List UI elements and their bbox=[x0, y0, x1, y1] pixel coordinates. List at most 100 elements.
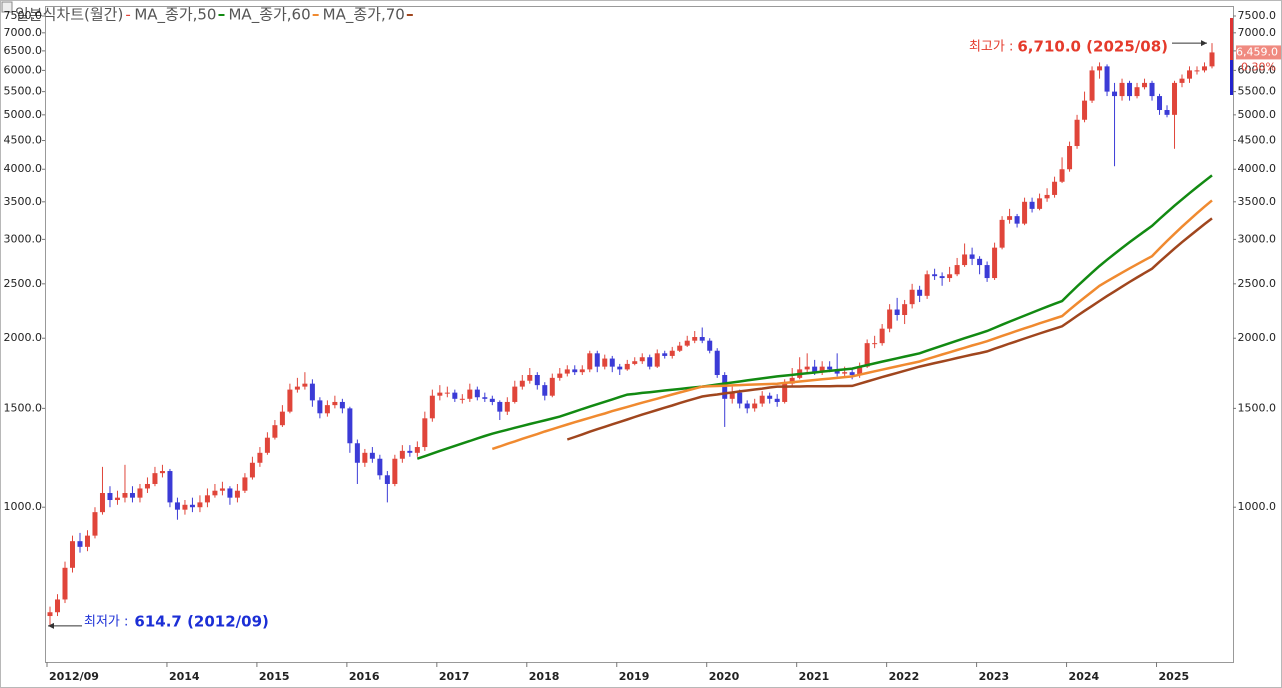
candle-body bbox=[684, 340, 690, 346]
candle-body bbox=[47, 612, 53, 617]
candle-body bbox=[137, 488, 143, 498]
ma-line bbox=[416, 174, 1213, 460]
x-tick-label: 2022 bbox=[889, 670, 920, 683]
candle-body bbox=[204, 495, 210, 503]
candle-body bbox=[54, 599, 60, 613]
candle-body bbox=[174, 502, 180, 510]
legend-swatch bbox=[406, 14, 413, 16]
y-tick-label: 5500.0 bbox=[4, 85, 43, 98]
candle-body bbox=[992, 247, 998, 279]
candle-body bbox=[587, 353, 593, 370]
candle-body bbox=[354, 443, 360, 463]
y-tick-label: 4500.0 bbox=[4, 134, 43, 147]
candle-body bbox=[549, 377, 555, 396]
candle-body bbox=[1029, 201, 1035, 209]
candle-body bbox=[729, 392, 735, 399]
y-tick-label-right: 2000.0 bbox=[1238, 331, 1277, 344]
y-tick-label-right: 7500.0 bbox=[1238, 9, 1277, 22]
price-tag-box bbox=[1236, 45, 1281, 60]
candle-body bbox=[1172, 82, 1178, 115]
y-tick-label: 2500.0 bbox=[4, 277, 43, 290]
x-tick-label: 2024 bbox=[1069, 670, 1100, 683]
candle-body bbox=[714, 350, 720, 376]
plot-area bbox=[45, 6, 1234, 663]
candle-body bbox=[812, 366, 818, 373]
candle-body bbox=[752, 403, 758, 409]
ma-line bbox=[566, 217, 1213, 441]
candle-body bbox=[249, 462, 255, 478]
candle-body bbox=[557, 373, 563, 378]
candle-body bbox=[534, 375, 540, 386]
candle-body bbox=[1187, 70, 1193, 79]
candle-body bbox=[219, 488, 225, 491]
candle-body bbox=[92, 512, 98, 536]
candle-body bbox=[497, 401, 503, 412]
candle-body bbox=[474, 389, 480, 398]
candle-body bbox=[302, 383, 308, 387]
candle-body bbox=[347, 408, 353, 444]
candle-body bbox=[1104, 66, 1110, 92]
candle-body bbox=[632, 361, 638, 364]
y-tick-label: 3500.0 bbox=[4, 195, 43, 208]
candle-body bbox=[617, 366, 623, 370]
candle-body bbox=[602, 358, 608, 367]
candle-body bbox=[159, 471, 165, 474]
y-tick-label-right: 3000.0 bbox=[1238, 232, 1277, 245]
y-tick-label: 2000.0 bbox=[4, 331, 43, 344]
candle-body bbox=[1209, 52, 1215, 67]
candle-body bbox=[639, 357, 645, 362]
candle-body bbox=[84, 535, 90, 547]
low-label: 최저가 : bbox=[84, 614, 128, 629]
candle-body bbox=[879, 328, 885, 344]
candle-body bbox=[1059, 169, 1065, 182]
legend-dash: - bbox=[125, 6, 130, 24]
candle-body bbox=[1194, 70, 1200, 72]
candle-body bbox=[767, 395, 773, 399]
candle-body bbox=[579, 369, 585, 373]
candle-body bbox=[1157, 96, 1163, 111]
candle-body bbox=[257, 452, 263, 463]
y-tick-label-right: 1500.0 bbox=[1238, 401, 1277, 414]
candle-body bbox=[864, 343, 870, 367]
candle-body bbox=[144, 483, 150, 489]
ma-line bbox=[491, 199, 1213, 451]
candle-body bbox=[887, 309, 893, 329]
candle-body bbox=[114, 497, 120, 501]
candle-body bbox=[519, 380, 525, 387]
candle-body bbox=[332, 401, 338, 406]
candle-body bbox=[69, 541, 75, 568]
candle-body bbox=[909, 289, 915, 305]
candle-body bbox=[99, 493, 105, 513]
corner-icon[interactable] bbox=[1, 1, 13, 13]
candle-body bbox=[947, 274, 953, 279]
candle-body bbox=[692, 337, 698, 341]
high-label: 최고가 : bbox=[969, 40, 1013, 55]
candle-body bbox=[377, 458, 383, 476]
candle-body bbox=[107, 493, 113, 501]
x-tick-label: 2017 bbox=[439, 670, 470, 683]
candle-body bbox=[234, 490, 240, 498]
candle-body bbox=[369, 452, 375, 459]
candle-body bbox=[924, 274, 930, 296]
candle-body bbox=[167, 471, 173, 503]
candle-body bbox=[429, 395, 435, 419]
y-tick-label: 7500.0 bbox=[4, 9, 43, 22]
candle-body bbox=[647, 357, 653, 367]
candle-body bbox=[1149, 82, 1155, 97]
candle-body bbox=[842, 372, 848, 374]
candle-body bbox=[197, 502, 203, 508]
candle-body bbox=[399, 450, 405, 459]
candle-body bbox=[1142, 82, 1148, 88]
y-tick-label: 6000.0 bbox=[4, 63, 43, 76]
candle-body bbox=[999, 219, 1005, 248]
candle-body bbox=[662, 353, 668, 356]
candle-body bbox=[1089, 70, 1095, 101]
y-tick-label-right: 3500.0 bbox=[1238, 195, 1277, 208]
candle-body bbox=[489, 398, 495, 402]
candle-body bbox=[827, 366, 833, 370]
y-tick-label-right: 5000.0 bbox=[1238, 108, 1277, 121]
candle-body bbox=[609, 358, 615, 367]
candle-body bbox=[564, 369, 570, 374]
candle-body bbox=[1127, 82, 1133, 97]
candle-body bbox=[894, 309, 900, 315]
